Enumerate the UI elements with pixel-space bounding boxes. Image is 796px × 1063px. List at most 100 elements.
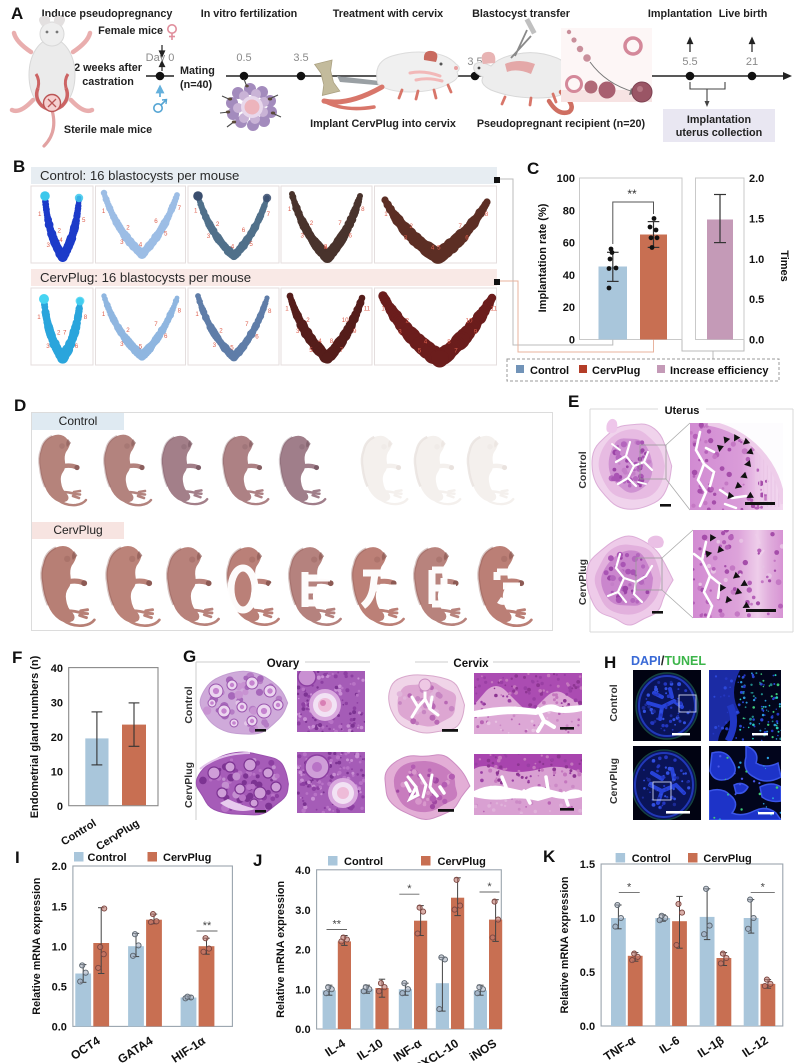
svg-text:7: 7: [245, 321, 249, 328]
svg-text:2: 2: [57, 330, 61, 337]
svg-text:Live birth: Live birth: [719, 8, 768, 20]
svg-text:6: 6: [242, 227, 246, 234]
svg-text:*: *: [761, 881, 766, 893]
svg-text:0.5: 0.5: [749, 294, 764, 306]
svg-text:5: 5: [82, 217, 86, 224]
svg-text:80: 80: [563, 205, 575, 217]
svg-text:1: 1: [285, 306, 289, 313]
svg-text:Ovary: Ovary: [267, 658, 300, 670]
svg-text:6: 6: [154, 218, 158, 225]
svg-text:4: 4: [59, 237, 63, 244]
svg-text:3: 3: [213, 342, 217, 349]
svg-text:4: 4: [318, 338, 322, 345]
svg-text:5: 5: [418, 348, 422, 355]
svg-text:5: 5: [309, 347, 313, 354]
svg-text:2: 2: [410, 223, 414, 230]
svg-text:3: 3: [296, 328, 300, 335]
svg-text:Day 0: Day 0: [146, 52, 175, 64]
svg-text:6: 6: [75, 343, 79, 350]
svg-text:7: 7: [454, 348, 458, 355]
svg-text:Endometrial gland numbers (n): Endometrial gland numbers (n): [29, 655, 41, 818]
svg-text:2 weeks after: 2 weeks after: [74, 62, 143, 74]
svg-text:1: 1: [288, 206, 292, 213]
svg-text:8: 8: [361, 206, 365, 213]
svg-text:Treatment with cervix: Treatment with cervix: [333, 8, 443, 20]
svg-text:4: 4: [231, 244, 235, 251]
svg-text:CervPlug: CervPlug: [703, 853, 751, 865]
svg-text:1: 1: [381, 306, 385, 313]
svg-text:2: 2: [219, 328, 223, 335]
svg-text:8: 8: [447, 339, 451, 346]
svg-text:11: 11: [364, 306, 371, 313]
svg-text:4: 4: [139, 241, 143, 248]
svg-text:Control: Control: [577, 451, 589, 488]
svg-text:Control: Control: [530, 365, 569, 377]
svg-text:1: 1: [384, 211, 388, 218]
svg-text:1.0: 1.0: [749, 254, 764, 266]
svg-text:1: 1: [194, 208, 198, 215]
svg-text:Control: Control: [183, 686, 195, 723]
svg-text:*: *: [627, 881, 632, 893]
svg-text:10: 10: [342, 317, 349, 324]
svg-text:6: 6: [255, 333, 259, 340]
svg-text:HIF-1α: HIF-1α: [169, 1033, 208, 1063]
svg-text:2: 2: [58, 228, 62, 235]
svg-text:2: 2: [216, 221, 220, 228]
svg-text:5: 5: [164, 230, 168, 237]
svg-text:CervPlug: CervPlug: [577, 559, 589, 605]
svg-text:1: 1: [102, 311, 106, 318]
svg-text:OCT4: OCT4: [68, 1033, 103, 1062]
svg-text:0.5: 0.5: [236, 52, 251, 64]
svg-text:Induce pseudopregnancy: Induce pseudopregnancy: [42, 8, 173, 20]
svg-text:0: 0: [569, 335, 575, 347]
svg-text:3.5: 3.5: [293, 52, 308, 64]
svg-text:8: 8: [178, 308, 182, 315]
svg-text:castration: castration: [82, 76, 134, 88]
svg-text:Uterus: Uterus: [665, 405, 700, 417]
svg-text:0.5: 0.5: [580, 967, 595, 979]
svg-text:CervPlug: CervPlug: [163, 852, 211, 864]
svg-text:5: 5: [437, 244, 441, 251]
svg-text:Control: Control: [344, 856, 383, 868]
svg-text:7: 7: [178, 205, 182, 212]
svg-text:IL-10: IL-10: [354, 1036, 385, 1063]
svg-text:IL-12: IL-12: [739, 1033, 770, 1060]
svg-text:7: 7: [267, 211, 271, 218]
svg-text:3: 3: [404, 234, 408, 241]
svg-text:1: 1: [38, 211, 42, 218]
svg-text:4: 4: [324, 244, 328, 251]
svg-text:7: 7: [338, 220, 342, 227]
svg-text:2.0: 2.0: [749, 173, 764, 185]
svg-text:1: 1: [102, 208, 106, 215]
svg-text:TNF-α: TNF-α: [601, 1033, 638, 1063]
svg-text:8: 8: [84, 314, 88, 321]
svg-text:5: 5: [139, 344, 143, 351]
svg-text:2: 2: [306, 317, 310, 324]
svg-text:10: 10: [51, 767, 63, 779]
svg-text:0.0: 0.0: [52, 1022, 67, 1034]
svg-text:3: 3: [301, 233, 305, 240]
svg-text:Sterile male mice: Sterile male mice: [64, 124, 152, 136]
svg-text:4: 4: [424, 339, 428, 346]
svg-text:7: 7: [340, 347, 344, 354]
svg-text:1.0: 1.0: [580, 913, 595, 925]
svg-text:60: 60: [563, 238, 575, 250]
svg-text:5: 5: [324, 244, 328, 251]
svg-text:21: 21: [746, 56, 758, 68]
svg-text:IL-6: IL-6: [657, 1033, 683, 1057]
svg-text:2: 2: [126, 327, 130, 334]
svg-text:10: 10: [466, 318, 473, 325]
svg-text:GATA4: GATA4: [115, 1033, 156, 1063]
svg-text:Control: Control: [632, 853, 671, 865]
svg-text:Implantation: Implantation: [648, 8, 712, 20]
svg-text:8: 8: [485, 211, 489, 218]
svg-text:IL-4: IL-4: [322, 1036, 348, 1060]
svg-text:Relative mRNA expression: Relative mRNA expression: [275, 881, 287, 1018]
svg-text:Increase efficiency: Increase efficiency: [670, 365, 769, 377]
svg-text:3: 3: [120, 341, 124, 348]
svg-text:3: 3: [47, 242, 51, 249]
svg-text:6: 6: [349, 233, 353, 240]
svg-text:Control: Control: [59, 817, 99, 848]
svg-text:2: 2: [310, 220, 314, 227]
svg-text:100: 100: [557, 173, 575, 185]
